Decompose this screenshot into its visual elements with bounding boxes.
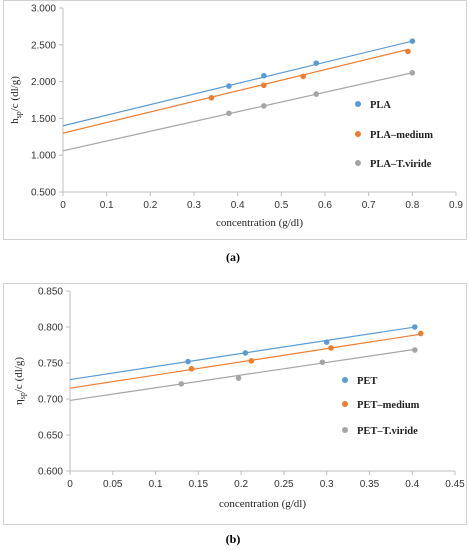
- pb-series-1-point: [248, 358, 255, 364]
- pb-y-tick-label: 0.700: [38, 395, 63, 406]
- pb-series-0-point: [411, 324, 418, 330]
- pa-x-tick-label: 0.7: [362, 200, 376, 211]
- pa-series-2-trendline: [62, 72, 413, 152]
- pb-series-0-point: [242, 350, 249, 356]
- pa-y-tick-label: 2.000: [31, 77, 56, 88]
- pb-x-tick-label: 0.35: [360, 479, 380, 490]
- pa-series-2-point: [261, 103, 267, 109]
- pa-x-tick-label: 0.1: [100, 200, 114, 211]
- pb-series-0-point: [185, 358, 191, 365]
- pb-x-tick-label: 0.15: [189, 479, 209, 490]
- pa-series-2-legend-label: PLA–T.viride: [370, 159, 432, 170]
- pa-series-0-point: [409, 38, 416, 44]
- panel-caption-a: (a): [226, 250, 240, 264]
- pa-y-tick-label: 3.000: [31, 4, 56, 15]
- pb-x-tick-label: 0.45: [445, 479, 465, 490]
- pb-series-0-legend-marker: [342, 377, 348, 383]
- pa-series-2-point: [409, 69, 416, 76]
- pb-series-2-legend-label: PET–T.viride: [357, 426, 418, 437]
- pb-series-2-point: [319, 359, 326, 366]
- pa-x-tick-label: 0: [60, 200, 66, 211]
- pa-series-0-legend-label: PLA: [370, 100, 391, 111]
- pa-series-1-point: [208, 94, 215, 101]
- pa-x-tick-label: 0.4: [231, 200, 245, 211]
- pb-y-tick-label: 0.650: [38, 431, 63, 442]
- pb-series-0-trendline: [69, 326, 415, 381]
- pb-series-2-legend-marker: [342, 427, 348, 433]
- pa-x-tick-label: 0.5: [274, 200, 288, 211]
- pa-y-tick-label: 1.000: [31, 151, 56, 162]
- pa-y-tick-label: 0.500: [31, 188, 56, 199]
- pa-series-1-legend-marker: [355, 131, 361, 137]
- pb-series-2-trendline: [69, 348, 415, 402]
- pb-y-tick-label: 0.750: [38, 359, 63, 370]
- pb-series-1-trendline: [69, 333, 421, 389]
- pb-x-tick-label: 0.1: [149, 479, 163, 490]
- pb-series-0-legend-label: PET: [357, 376, 377, 387]
- pb-series-2-point: [178, 381, 185, 387]
- pb-x-tick-label: 0.3: [320, 479, 334, 490]
- pb-x-tick-label: 0: [67, 479, 73, 490]
- pb-x-axis-label: concentration (g/dl): [219, 498, 306, 510]
- pa-series-1-point: [405, 48, 411, 55]
- pb-y-tick-label: 0.850: [38, 287, 63, 298]
- pa-series-1-legend-label: PLA–medium: [370, 130, 433, 141]
- pa-series-0-trendline: [62, 40, 413, 127]
- pb-series-0-point: [323, 339, 330, 345]
- chart-panel-b: [3, 283, 467, 525]
- pa-y-tick-label: 1.500: [31, 114, 56, 125]
- chart-panel-a: [3, 0, 467, 240]
- pb-x-tick-label: 0.4: [405, 479, 419, 490]
- pa-x-axis-label: concentration (g/dl): [216, 217, 303, 229]
- pa-y-axis-label: hsp/c (dl/g): [9, 76, 23, 124]
- pa-series-2-legend-marker: [355, 160, 361, 166]
- pa-y-tick-label: 2.500: [31, 40, 56, 51]
- panel-caption-b: (b): [225, 532, 241, 546]
- pb-y-tick-label: 0.800: [38, 323, 63, 334]
- pb-series-1-point: [328, 345, 334, 351]
- pb-series-2-point: [235, 375, 242, 381]
- pb-series-1-legend-label: PET–medium: [357, 400, 420, 411]
- pa-series-0-point: [313, 60, 320, 66]
- pa-series-2-point: [313, 91, 320, 97]
- pa-series-0-legend-marker: [355, 101, 361, 107]
- pb-x-tick-label: 0.2: [234, 479, 248, 490]
- pa-series-1-trendline: [62, 48, 409, 134]
- pa-series-1-point: [300, 73, 306, 80]
- pb-series-1-point: [417, 330, 424, 337]
- pb-series-2-point: [411, 347, 418, 353]
- pb-y-tick-label: 0.600: [38, 467, 63, 478]
- pa-series-1-point: [261, 82, 267, 89]
- pa-x-tick-label: 0.3: [187, 200, 201, 211]
- pa-series-2-point: [226, 110, 232, 117]
- pa-series-0-point: [261, 72, 267, 79]
- pb-series-1-point: [188, 365, 195, 372]
- pa-x-tick-label: 0.9: [449, 200, 463, 211]
- pa-x-tick-label: 0.2: [143, 200, 157, 211]
- pa-x-tick-label: 0.6: [318, 200, 332, 211]
- pb-x-tick-label: 0.25: [274, 479, 294, 490]
- pa-x-tick-label: 0.8: [405, 200, 419, 211]
- pb-y-axis-label: ηsp/c (dl/g): [13, 357, 27, 405]
- pb-series-1-legend-marker: [342, 401, 348, 407]
- pa-series-0-point: [226, 83, 232, 89]
- pb-x-tick-label: 0.05: [103, 479, 123, 490]
